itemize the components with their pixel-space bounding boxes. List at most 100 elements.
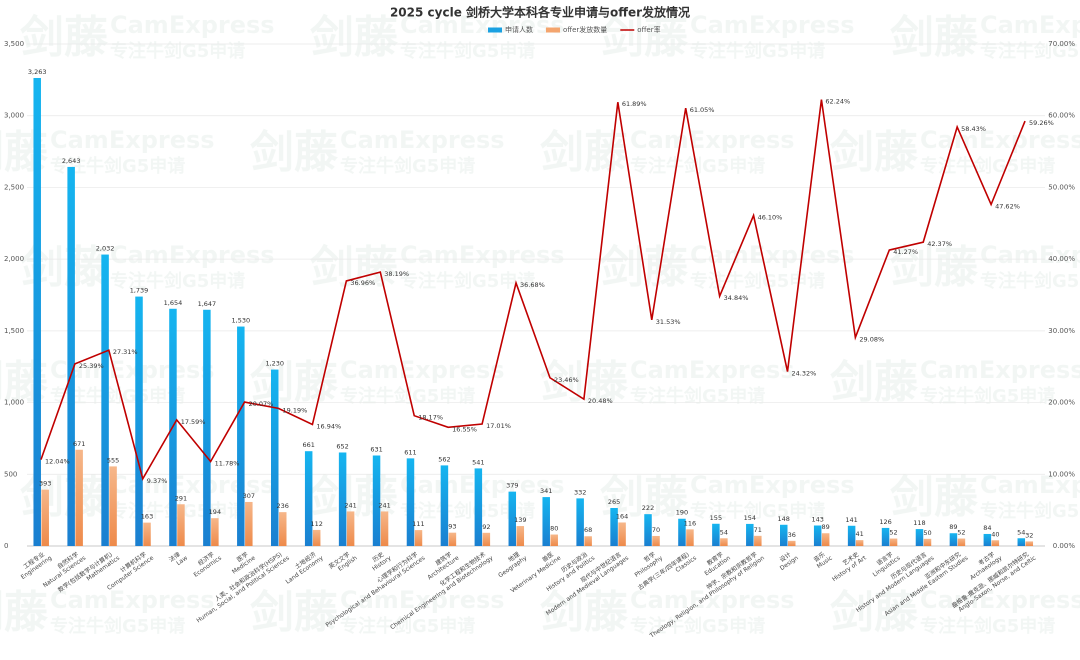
watermark: 专注牛剑G5申请 [400, 270, 535, 292]
watermark: 剑藤 [540, 587, 628, 638]
watermark: CamExpress [690, 471, 855, 499]
watermark: CamExpress [110, 241, 275, 269]
bar-value-label: 143 [811, 515, 823, 523]
watermark: CamExpress [980, 241, 1080, 269]
watermark: 专注牛剑G5申请 [50, 155, 185, 177]
line-value-label: 61.05% [690, 106, 715, 114]
line-value-label: 20.07% [249, 400, 274, 408]
line-value-label: 17.59% [181, 418, 206, 426]
watermark: 专注牛剑G5申请 [630, 155, 765, 177]
y-tick-label: 2,000 [4, 255, 24, 263]
bar-value-label: 332 [574, 488, 586, 496]
bar [440, 465, 449, 546]
line-value-label: 23.46% [554, 376, 579, 384]
bar [271, 369, 279, 546]
bar [780, 524, 788, 546]
watermark: CamExpress [340, 586, 505, 614]
line-value-label: 31.53% [656, 318, 681, 326]
line-value-label: 59.26% [1029, 119, 1054, 127]
bar-value-label: 393 [39, 480, 51, 488]
bar-value-label: 141 [845, 516, 857, 524]
bar [746, 523, 754, 546]
legend-label: offer发放数量 [563, 25, 607, 34]
watermark: 专注牛剑G5申请 [340, 155, 475, 177]
y2-tick-label: 0.00% [1053, 542, 1076, 550]
bar-value-label: 80 [550, 525, 558, 533]
line-value-label: 25.39% [79, 362, 104, 370]
line-value-label: 58.43% [961, 125, 986, 133]
bar-value-label: 164 [616, 512, 628, 520]
watermark: 专注牛剑G5申请 [340, 385, 475, 407]
bar [949, 533, 958, 546]
bar-value-label: 89 [949, 523, 957, 531]
watermark: 专注牛剑G5申请 [980, 500, 1080, 522]
watermark: 专注牛剑G5申请 [980, 40, 1080, 62]
bar-value-label: 194 [209, 508, 221, 516]
y-tick-label: 0 [4, 542, 8, 550]
bar [678, 518, 686, 546]
watermark: CamExpress [50, 356, 215, 384]
watermark: CamExpress [920, 126, 1080, 154]
bar [346, 511, 355, 546]
watermark: CamExpress [980, 11, 1080, 39]
watermark: 专注牛剑G5申请 [920, 385, 1055, 407]
bar [610, 507, 618, 546]
bar-value-label: 341 [540, 487, 552, 495]
bar [135, 296, 143, 546]
line-value-label: 9.37% [147, 477, 168, 485]
bar [788, 540, 796, 546]
bar [406, 458, 415, 546]
bar-value-label: 139 [514, 516, 526, 524]
bar [855, 540, 864, 546]
bar-value-label: 241 [344, 501, 356, 509]
bar-value-label: 222 [642, 504, 654, 512]
watermark: 剑藤 [20, 12, 108, 63]
bar-value-label: 52 [957, 529, 965, 537]
bar-value-label: 652 [336, 442, 348, 450]
line-value-label: 11.78% [215, 460, 240, 468]
bar-value-label: 291 [175, 494, 187, 502]
y2-tick-label: 60.00% [1048, 112, 1075, 120]
bar-value-label: 1,230 [265, 360, 284, 368]
y2-tick-label: 50.00% [1048, 183, 1075, 191]
bar-value-label: 1,654 [164, 299, 183, 307]
watermark: CamExpress [110, 11, 275, 39]
line-value-label: 36.96% [350, 279, 375, 287]
bar [991, 540, 1000, 546]
bar-value-label: 265 [608, 498, 620, 506]
bar-value-label: 52 [889, 529, 897, 537]
bar-value-label: 307 [243, 492, 255, 500]
bar-value-label: 2,032 [96, 245, 115, 253]
bar [380, 511, 389, 546]
chart-title: 2025 cycle 剑桥大学本科各专业申请与offer发放情况 [390, 5, 690, 20]
legend-label: offer率 [637, 25, 660, 34]
watermark: 专注牛剑G5申请 [110, 40, 245, 62]
bar [576, 498, 584, 546]
bar [101, 254, 109, 546]
watermark: 剑藤 [250, 357, 338, 408]
bar [881, 527, 890, 546]
line-value-label: 29.08% [859, 335, 884, 343]
line-value-label: 18.17% [418, 414, 443, 422]
bar [41, 489, 49, 546]
watermark: CamExpress [920, 356, 1080, 384]
bar-value-label: 190 [676, 509, 688, 517]
bar-value-label: 1,647 [198, 300, 217, 308]
watermark: CamExpress [50, 586, 215, 614]
bar [203, 309, 211, 546]
watermark: 专注牛剑G5申请 [690, 500, 825, 522]
bar-value-label: 112 [310, 520, 322, 528]
watermark: CamExpress [400, 11, 565, 39]
watermark: 剑藤 [830, 357, 918, 408]
bar [983, 533, 992, 546]
bar-value-label: 555 [107, 456, 119, 464]
y-tick-label: 3,000 [4, 112, 24, 120]
bar-value-label: 32 [1025, 531, 1033, 539]
bar-value-label: 379 [506, 482, 518, 490]
watermark: 专注牛剑G5申请 [400, 500, 535, 522]
line-value-label: 46.10% [758, 213, 783, 221]
bar-value-label: 126 [879, 518, 891, 526]
